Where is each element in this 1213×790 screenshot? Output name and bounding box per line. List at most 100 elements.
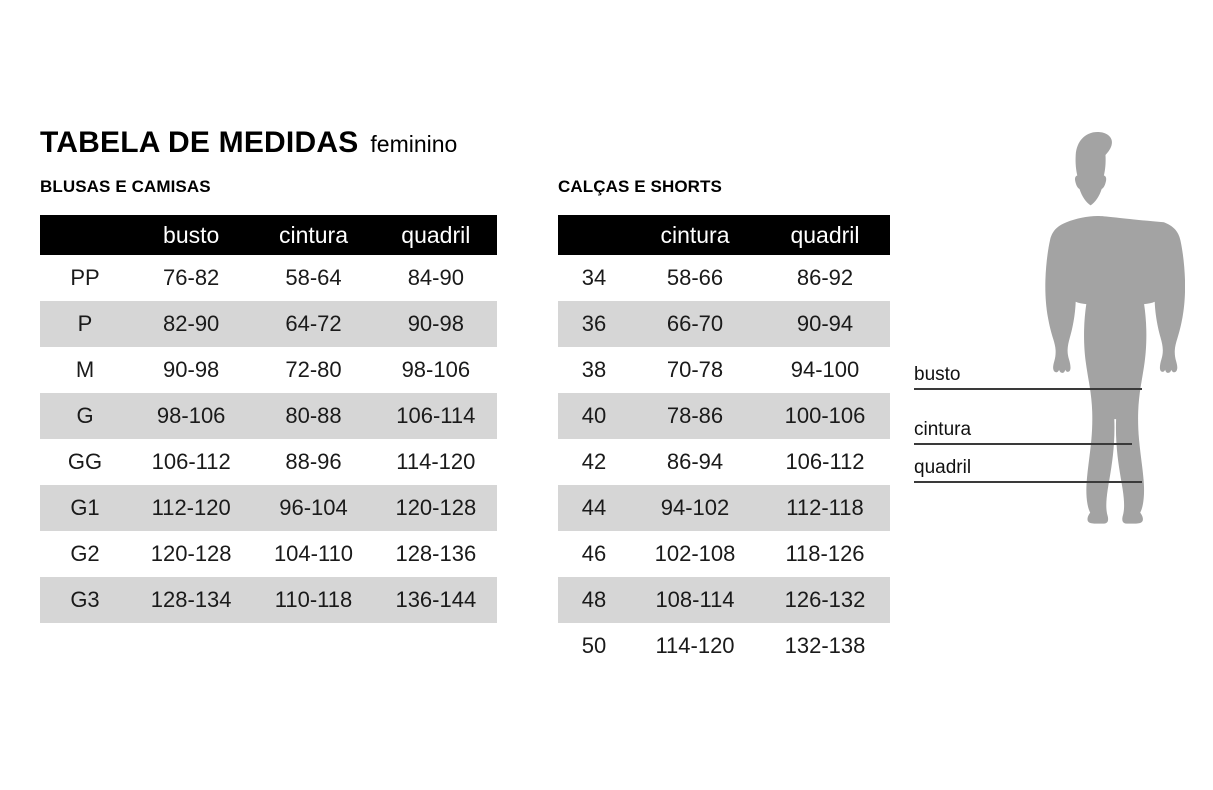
- table-body-calcas: 34 58-66 86-92 36 66-70 90-94 38 70-78 9…: [558, 255, 890, 669]
- cell-cintura: 114-120: [655, 633, 735, 658]
- cell-busto: 90-98: [163, 357, 220, 382]
- cell-quadril: 118-126: [785, 541, 865, 566]
- cell-cintura: 64-72: [252, 301, 375, 347]
- table-row: PP 76-82 58-64 84-90: [40, 255, 497, 301]
- table-row: 38 70-78 94-100: [558, 347, 890, 393]
- table-row: M 90-98 72-80 98-106: [40, 347, 497, 393]
- cell-quadril: 106-112: [785, 449, 865, 474]
- callout-label-cintura: cintura: [914, 419, 972, 440]
- cell-size: 38: [581, 357, 607, 382]
- table-body-blusas: PP 76-82 58-64 84-90 P 82-90 64-72 90-98…: [40, 255, 497, 623]
- cell-quadril: 120-128: [374, 485, 497, 531]
- page-title: TABELA DE MEDIDAS feminino: [40, 128, 457, 158]
- cell-cintura: 58-66: [666, 265, 724, 290]
- page-title-subtitle: feminino: [370, 131, 458, 157]
- size-table-calcas-e-shorts: cintura quadril 34 58-66 86-92 36 66-70 …: [558, 215, 890, 669]
- page-title-main: TABELA DE MEDIDAS: [40, 126, 359, 159]
- cell-size: GG: [67, 449, 103, 474]
- table-row: P 82-90 64-72 90-98: [40, 301, 497, 347]
- cell-busto: 112-120: [130, 485, 253, 531]
- cell-cintura: 102-108: [654, 541, 736, 566]
- cell-size: PP: [70, 265, 100, 290]
- cell-busto: 76-82: [163, 265, 220, 290]
- female-silhouette-icon: [1045, 132, 1185, 524]
- cell-busto: 120-128: [150, 541, 232, 566]
- cell-quadril: 136-144: [374, 577, 497, 623]
- cell-cintura: 66-70: [630, 301, 760, 347]
- table-row: 44 94-102 112-118: [558, 485, 890, 531]
- table-row: 46 102-108 118-126: [558, 531, 890, 577]
- table-row: G3 128-134 110-118 136-144: [40, 577, 497, 623]
- table-row: G2 120-128 104-110 128-136: [40, 531, 497, 577]
- column-header-size: [558, 215, 630, 255]
- cell-size: 40: [558, 393, 630, 439]
- cell-size: G2: [70, 541, 100, 566]
- cell-cintura: 80-88: [252, 393, 375, 439]
- cell-busto: 98-106: [130, 393, 253, 439]
- cell-size: P: [40, 301, 130, 347]
- cell-quadril: 98-106: [401, 357, 471, 382]
- table-row: 48 108-114 126-132: [558, 577, 890, 623]
- column-header-cintura: cintura: [252, 215, 375, 255]
- cell-quadril: 106-114: [374, 393, 497, 439]
- column-header-size: [40, 215, 130, 255]
- cell-busto: 82-90: [130, 301, 253, 347]
- column-header-cintura: cintura: [630, 215, 760, 255]
- cell-size: G: [40, 393, 130, 439]
- cell-quadril: 126-132: [760, 577, 890, 623]
- table-row: 50 114-120 132-138: [558, 623, 890, 669]
- cell-cintura: 86-94: [666, 449, 724, 474]
- table-header-blusas: busto cintura quadril: [40, 215, 497, 255]
- cell-quadril: 132-138: [784, 633, 866, 658]
- callout-label-busto: busto: [914, 364, 961, 385]
- cell-size: M: [75, 357, 95, 382]
- table-row: GG 106-112 88-96 114-120: [40, 439, 497, 485]
- cell-size: 46: [581, 541, 607, 566]
- column-header-busto: busto: [130, 215, 253, 255]
- cell-cintura: 88-96: [285, 449, 342, 474]
- table-row: 40 78-86 100-106: [558, 393, 890, 439]
- cell-cintura: 78-86: [630, 393, 760, 439]
- cell-quadril: 90-94: [760, 301, 890, 347]
- cell-busto: 106-112: [151, 449, 231, 474]
- table-row: 36 66-70 90-94: [558, 301, 890, 347]
- table-header-calcas: cintura quadril: [558, 215, 890, 255]
- cell-size: 44: [558, 485, 630, 531]
- section-caption-calcas: CALÇAS E SHORTS: [558, 177, 722, 196]
- cell-size: G3: [40, 577, 130, 623]
- table-row: 42 86-94 106-112: [558, 439, 890, 485]
- cell-cintura: 110-118: [252, 577, 375, 623]
- cell-cintura: 70-78: [666, 357, 724, 382]
- cell-size: 42: [581, 449, 607, 474]
- section-caption-blusas: BLUSAS E CAMISAS: [40, 177, 211, 196]
- cell-quadril: 84-90: [407, 265, 464, 290]
- cell-size: G1: [40, 485, 130, 531]
- cell-quadril: 90-98: [374, 301, 497, 347]
- cell-quadril: 128-136: [395, 541, 477, 566]
- cell-cintura: 108-114: [630, 577, 760, 623]
- cell-quadril: 114-120: [396, 449, 476, 474]
- cell-size: 48: [558, 577, 630, 623]
- cell-quadril: 94-100: [790, 357, 860, 382]
- table-row: G 98-106 80-88 106-114: [40, 393, 497, 439]
- cell-quadril: 112-118: [760, 485, 890, 531]
- table-header-row: busto cintura quadril: [40, 215, 497, 255]
- cell-cintura: 58-64: [285, 265, 342, 290]
- cell-busto: 128-134: [130, 577, 253, 623]
- cell-cintura: 104-110: [273, 541, 354, 566]
- size-table-blusas-e-camisas: busto cintura quadril PP 76-82 58-64 84-…: [40, 215, 497, 623]
- cell-size: 36: [558, 301, 630, 347]
- cell-size: 34: [581, 265, 607, 290]
- cell-cintura: 96-104: [252, 485, 375, 531]
- table-header-row: cintura quadril: [558, 215, 890, 255]
- callout-label-quadril: quadril: [914, 457, 972, 478]
- measurement-figure-panel: busto cintura quadril: [900, 120, 1200, 670]
- callout-line-busto: [914, 388, 1142, 390]
- cell-quadril: 86-92: [796, 265, 854, 290]
- cell-quadril: 100-106: [760, 393, 890, 439]
- cell-cintura: 94-102: [630, 485, 760, 531]
- column-header-quadril: quadril: [760, 215, 890, 255]
- cell-size: 50: [581, 633, 607, 658]
- column-header-quadril: quadril: [374, 215, 497, 255]
- table-row: G1 112-120 96-104 120-128: [40, 485, 497, 531]
